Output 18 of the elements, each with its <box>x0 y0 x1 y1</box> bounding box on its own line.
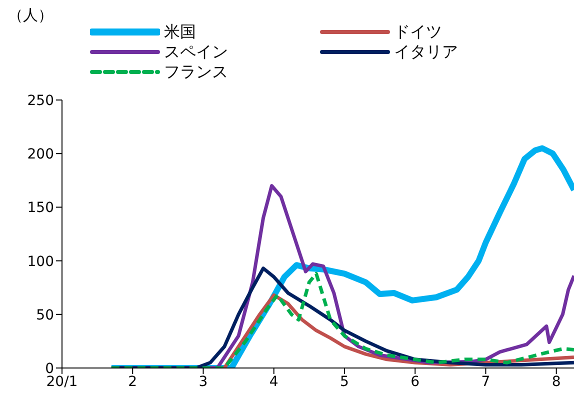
x-tick-label: 8 <box>552 374 561 390</box>
y-tick-label: 250 <box>27 92 54 109</box>
legend-label: イタリア <box>394 42 458 62</box>
y-tick-label: 100 <box>27 254 54 270</box>
x-tick-label: 6 <box>410 374 420 390</box>
legend-label: 米国 <box>164 22 196 42</box>
x-tick-label: 5 <box>340 374 349 390</box>
y-tick-label: 150 <box>27 200 54 216</box>
x-tick-label: 7 <box>481 374 490 390</box>
x-tick-label: 3 <box>198 374 208 390</box>
y-axis-title: （人） <box>8 6 53 25</box>
legend-label: スペイン <box>164 42 228 62</box>
y-tick-label: 50 <box>36 307 54 324</box>
legend-label: ドイツ <box>394 22 442 42</box>
x-tick-label: 2 <box>128 374 138 390</box>
x-tick-label: 4 <box>269 374 278 390</box>
y-tick-label: 200 <box>27 146 54 163</box>
legend-label: フランス <box>164 62 228 82</box>
